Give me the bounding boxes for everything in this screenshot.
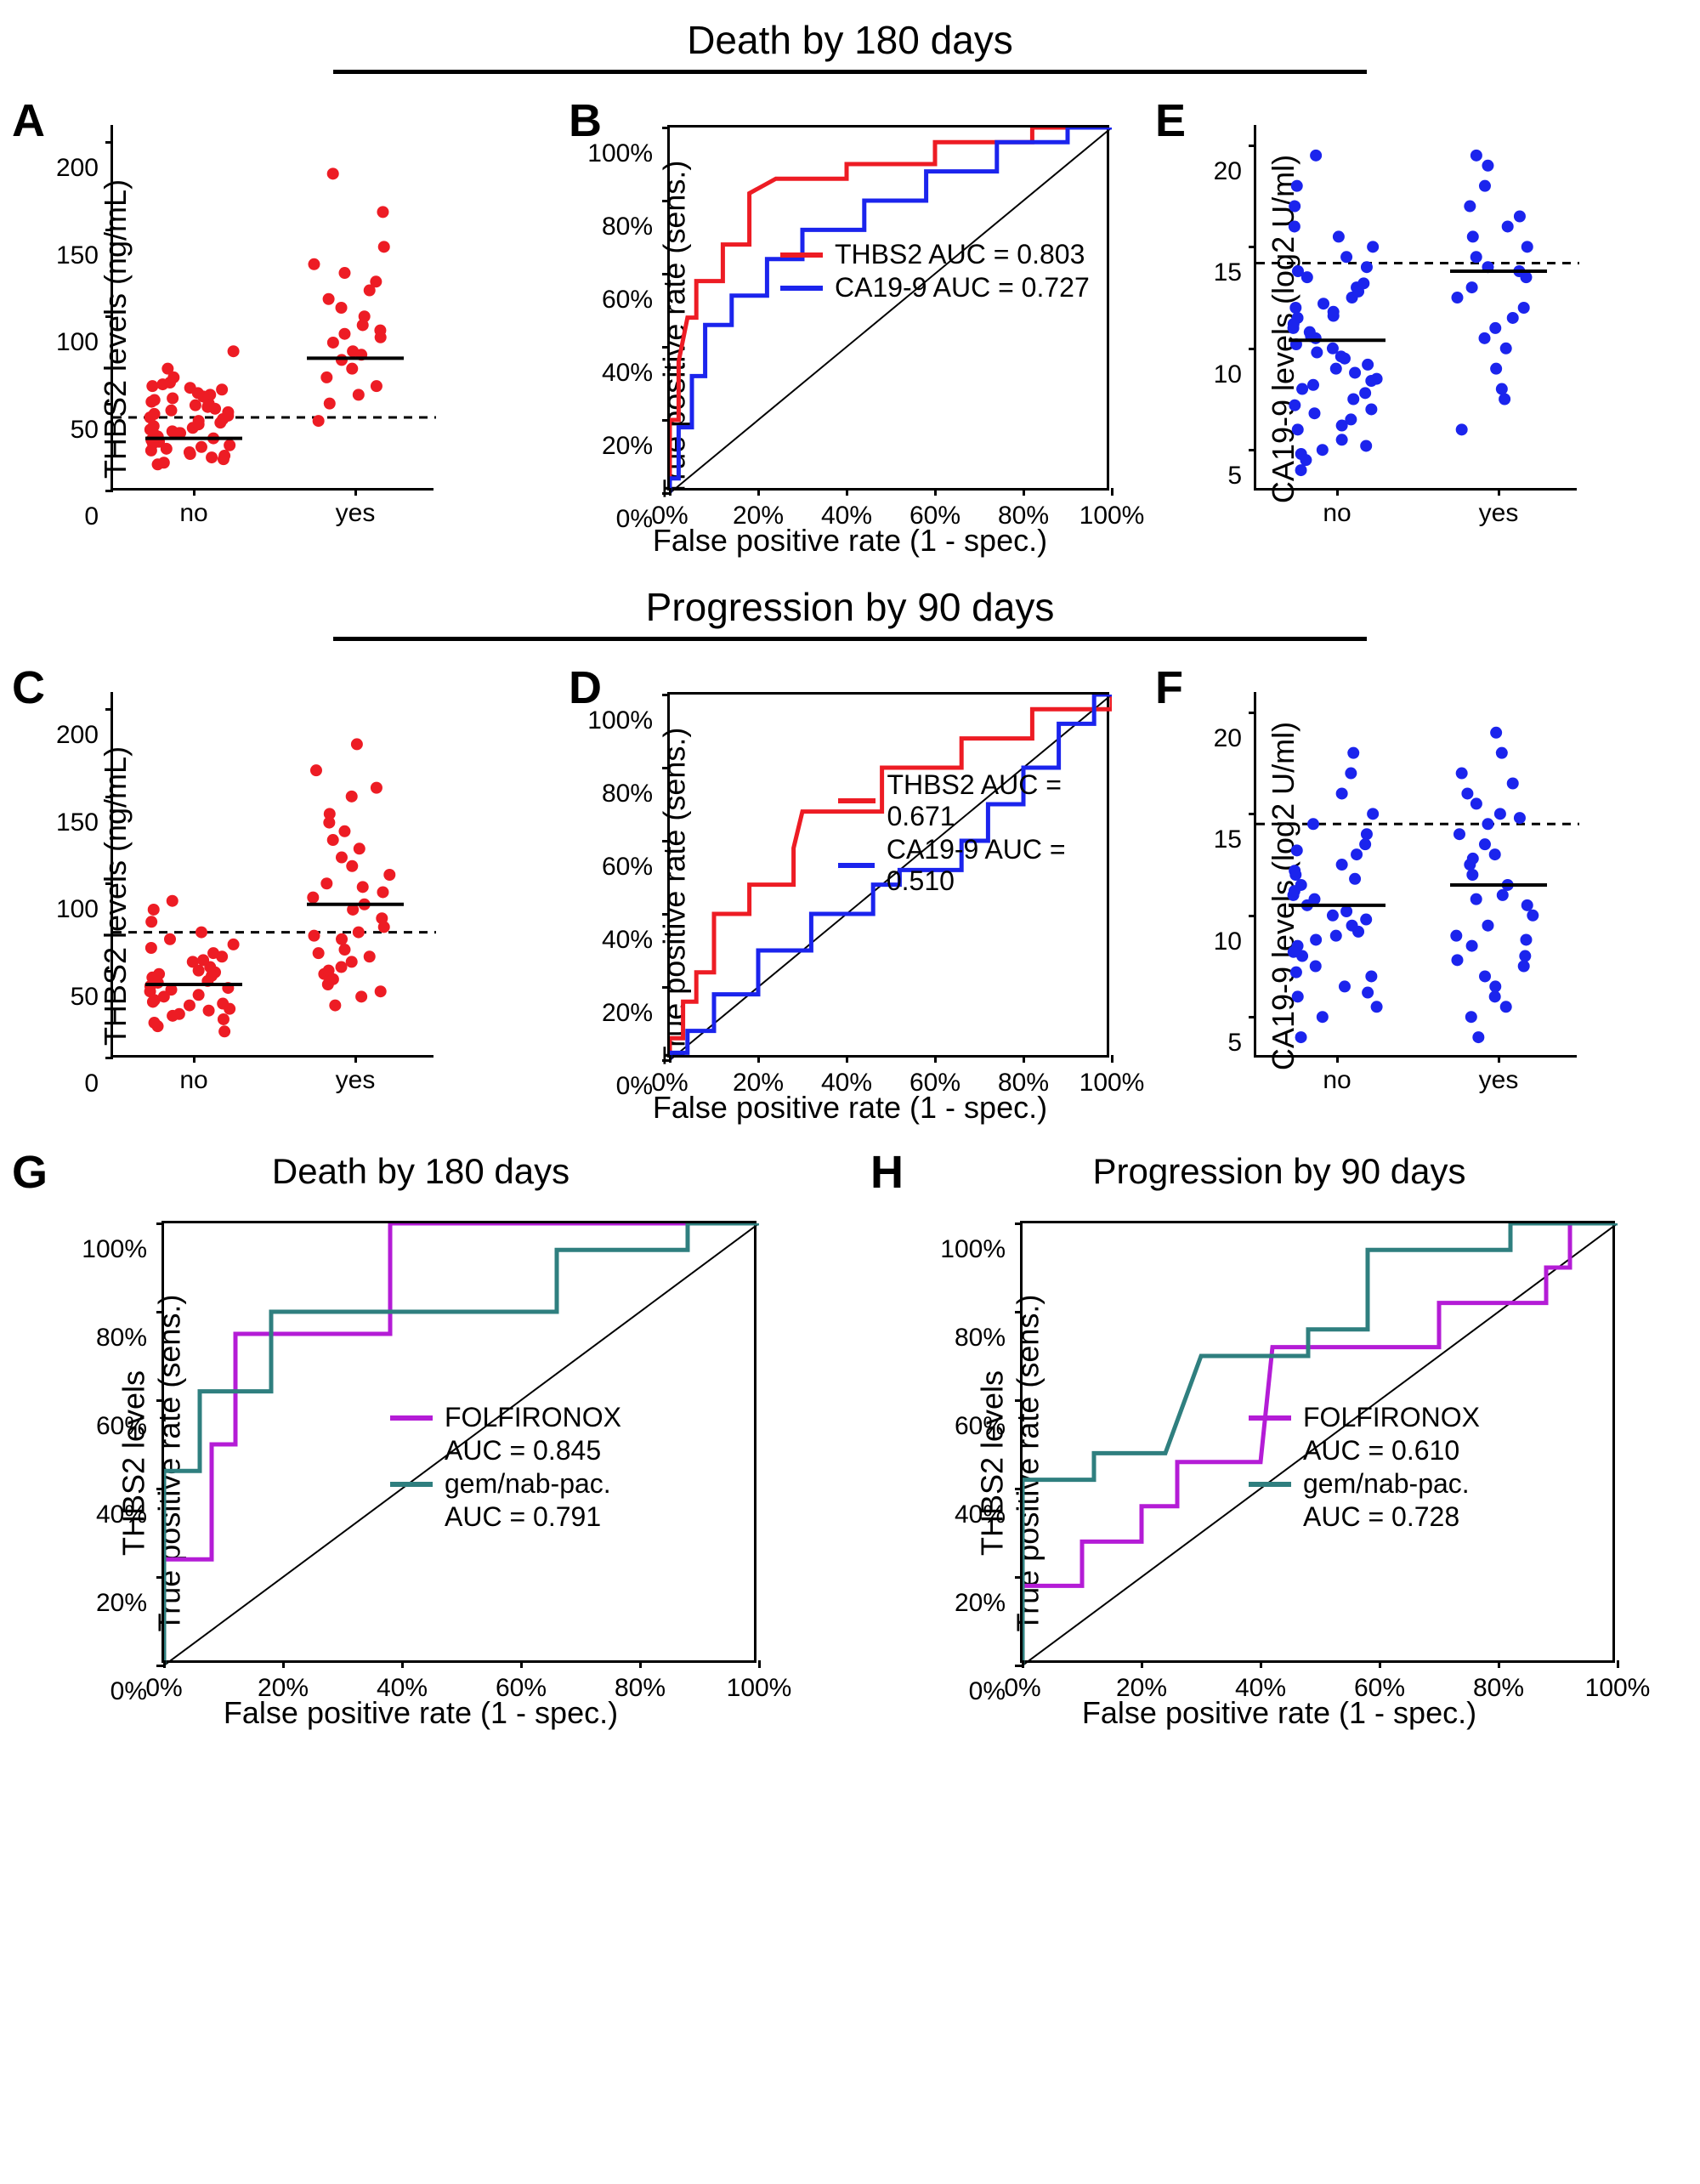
legend-label: FOLFIRONOX [445,1402,621,1433]
plot-area: 0%20%40%60%80%100%0%20%40%60%80%100% FOL… [1020,1221,1615,1663]
plot-area: 0%20%40%60%80%100%0%20%40%60%80%100% FOL… [162,1221,756,1663]
panel-letter: F [1155,661,1183,714]
panel-letter: E [1155,94,1186,147]
legend-label: gem/nab-pac. [1303,1468,1470,1500]
legend-label: CA19-9 AUC = 0.727 [835,272,1090,303]
bottom-row: G Death by 180 days THBS2 levelsTrue pos… [17,1151,1683,1731]
section-title-death-text: Death by 180 days [687,18,1013,62]
legend-label: THBS2 AUC = 0.671 [887,769,1108,832]
panel-title: Death by 180 days [17,1151,824,1192]
panel-A: A THBS2 levels (ng/mL) 050100150200noyes [17,99,540,559]
plot-area: 050100150200noyes [110,125,434,491]
legend-swatch [1249,1482,1291,1487]
panel-B: B True positive rate (sens.) False posit… [574,99,1126,559]
plot-area: 0%20%40%60%80%100%0%20%40%60%80%100% THB… [667,125,1109,491]
legend-label: FOLFIRONOX [1303,1402,1480,1433]
scatter-svg [1256,125,1579,491]
legend-row: gem/nab-pac. [1249,1468,1480,1500]
legend-row: AUC = 0.845 [390,1435,621,1466]
section-title-death: Death by 180 days [17,17,1683,74]
legend-row: gem/nab-pac. [390,1468,621,1500]
legend-swatch [390,1415,433,1421]
figure-grid: Death by 180 days A THBS2 levels (ng/mL)… [17,17,1683,1731]
legend: THBS2 AUC = 0.803CA19-9 AUC = 0.727 [780,237,1090,305]
panel-letter: B [569,94,602,147]
chart-wrap: THBS2 levelsTrue positive rate (sens.) F… [876,1195,1683,1731]
legend-swatch [390,1482,433,1487]
legend-row: AUC = 0.728 [1249,1501,1480,1533]
plot-area: 5101520noyes [1254,692,1577,1058]
panel-letter: D [569,661,602,714]
panel-letter: H [870,1146,904,1199]
plot-area: 5101520noyes [1254,125,1577,491]
panel-title: Progression by 90 days [876,1151,1683,1192]
section-title-bar [333,637,1366,641]
chart-wrap: True positive rate (sens.) False positiv… [574,99,1126,559]
legend-label: THBS2 AUC = 0.803 [835,239,1085,270]
legend-row: THBS2 AUC = 0.803 [780,239,1090,270]
legend-row: CA19-9 AUC = 0.510 [838,834,1107,897]
legend-label: CA19-9 AUC = 0.510 [887,834,1107,897]
legend-swatch [1249,1415,1291,1421]
scatter-svg [1256,692,1579,1058]
legend: THBS2 AUC = 0.671CA19-9 AUC = 0.510 [838,768,1107,899]
legend-row: THBS2 AUC = 0.671 [838,769,1107,832]
legend-label: AUC = 0.728 [1303,1501,1459,1533]
legend-swatch [780,286,823,291]
panel-letter: G [12,1146,48,1199]
legend-label: AUC = 0.845 [445,1435,601,1466]
roc-svg [670,128,1112,493]
scatter-svg [113,125,436,491]
section-title-progression: Progression by 90 days [17,584,1683,641]
panel-H: H Progression by 90 days THBS2 levelsTru… [876,1151,1683,1731]
legend: FOLFIRONOXAUC = 0.610gem/nab-pac.AUC = 0… [1249,1400,1480,1534]
plot-area: 0%20%40%60%80%100%0%20%40%60%80%100% THB… [667,692,1109,1058]
legend-swatch [780,252,823,258]
chart-wrap: THBS2 levels (ng/mL) 050100150200noyes [17,99,540,559]
panel-F: F CA19-9 levels (log2 U/ml) 5101520noyes [1160,667,1683,1126]
panel-letter: C [12,661,45,714]
chart-wrap: CA19-9 levels (log2 U/ml) 5101520noyes [1160,667,1683,1126]
legend-row: FOLFIRONOX [1249,1402,1480,1433]
panel-G: G Death by 180 days THBS2 levelsTrue pos… [17,1151,824,1731]
legend-row: CA19-9 AUC = 0.727 [780,272,1090,303]
chart-wrap: THBS2 levels (ng/mL) 050100150200noyes [17,667,540,1126]
panel-E: E CA19-9 levels (log2 U/ml) 5101520noyes [1160,99,1683,559]
section-title-progression-text: Progression by 90 days [646,585,1055,629]
panel-C: C THBS2 levels (ng/mL) 050100150200noyes [17,667,540,1126]
legend-row: FOLFIRONOX [390,1402,621,1433]
legend-swatch [838,798,876,803]
legend-label: gem/nab-pac. [445,1468,611,1500]
legend: FOLFIRONOXAUC = 0.845gem/nab-pac.AUC = 0… [390,1400,621,1534]
plot-area: 050100150200noyes [110,692,434,1058]
scatter-svg [113,692,436,1058]
legend-label: AUC = 0.610 [1303,1435,1459,1466]
panel-D: D True positive rate (sens.) False posit… [574,667,1126,1126]
legend-row: AUC = 0.791 [390,1501,621,1533]
legend-row: AUC = 0.610 [1249,1435,1480,1466]
panel-letter: A [12,94,45,147]
chart-wrap: True positive rate (sens.) False positiv… [574,667,1126,1126]
chart-wrap: CA19-9 levels (log2 U/ml) 5101520noyes [1160,99,1683,559]
legend-label: AUC = 0.791 [445,1501,601,1533]
chart-wrap: THBS2 levelsTrue positive rate (sens.) F… [17,1195,824,1731]
section-title-bar [333,70,1366,74]
legend-swatch [838,863,875,868]
